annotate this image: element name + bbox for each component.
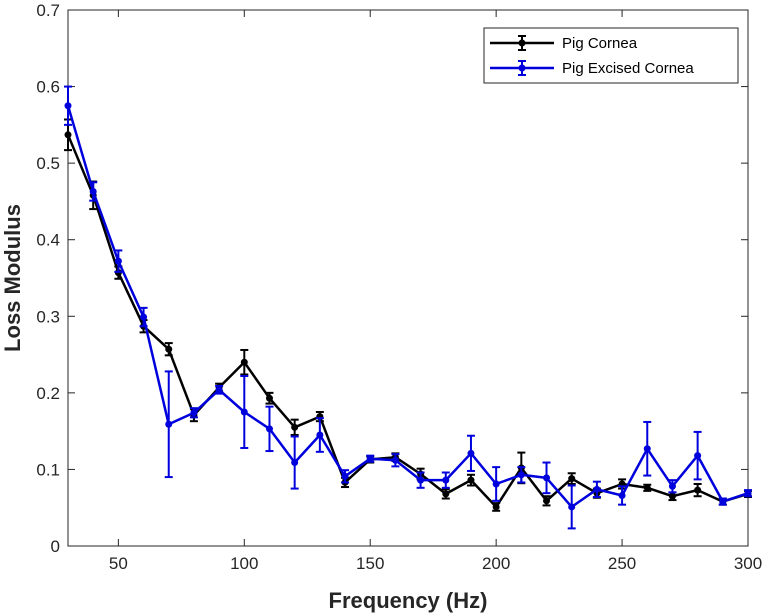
data-point-pig-excised-cornea-40 [89,187,97,195]
data-point-pig-excised-cornea-30 [64,102,72,110]
data-point-pig-excised-cornea-230 [568,503,576,511]
data-point-pig-excised-cornea-150 [366,455,374,463]
data-point-pig-excised-cornea-280 [694,452,702,460]
data-point-pig-cornea-270 [668,492,676,500]
data-point-pig-excised-cornea-50 [114,257,122,265]
data-point-pig-excised-cornea-160 [391,456,399,464]
plot-area [67,9,749,547]
data-point-pig-excised-cornea-250 [618,491,626,499]
y-tick-label-0.3: 0.3 [36,307,60,326]
y-tick-label-0.7: 0.7 [36,1,60,20]
legend-marker-pig-excised-cornea [518,64,526,72]
series-pig-excised-cornea [64,85,752,530]
x-tick-label-150: 150 [356,554,384,573]
y-axis-label: Loss Modulus [0,204,25,352]
legend-box [483,27,739,84]
legend-entry-pig-cornea: Pig Cornea [490,35,638,52]
series-line-pig-excised-cornea [66,105,749,509]
y-tick-label-0.2: 0.2 [36,384,60,403]
data-point-pig-excised-cornea-210 [517,471,525,479]
data-point-pig-cornea-70 [165,345,173,353]
data-point-pig-excised-cornea-110 [265,425,273,433]
legend-label-pig-excised-cornea: Pig Excised Cornea [562,60,694,77]
series-layer [64,85,752,530]
data-point-pig-excised-cornea-200 [492,480,500,488]
data-point-pig-excised-cornea-220 [543,474,551,482]
data-point-pig-cornea-180 [442,490,450,498]
data-point-pig-cornea-200 [492,503,500,511]
data-point-pig-excised-cornea-260 [643,445,651,453]
legend-marker-pig-cornea [518,39,526,47]
legend-entry-pig-excised-cornea: Pig Excised Cornea [490,60,694,77]
y-tick-label-0.5: 0.5 [36,154,60,173]
data-point-pig-excised-cornea-140 [341,472,349,480]
data-point-pig-cornea-120 [291,423,299,431]
data-point-pig-excised-cornea-100 [240,408,248,416]
x-tick-label-250: 250 [608,554,636,573]
data-point-pig-cornea-30 [64,131,72,139]
data-point-pig-excised-cornea-190 [467,449,475,457]
data-point-pig-excised-cornea-60 [140,313,148,321]
data-point-pig-excised-cornea-80 [190,409,198,417]
series-line-pig-cornea [66,134,749,509]
data-point-pig-excised-cornea-130 [316,431,324,439]
data-point-pig-excised-cornea-290 [719,498,727,506]
legend: Pig Cornea Pig Excised Cornea [483,27,739,84]
data-point-pig-excised-cornea-70 [165,420,173,428]
legend-label-pig-cornea: Pig Cornea [562,35,638,52]
x-axis-label: Frequency (Hz) [329,588,488,613]
y-tick-label-0.6: 0.6 [36,78,60,97]
axis-ticks: 50 100 150 200 250 300 0 0.1 0.2 0.3 0.4 0.5 0.6 0.7 [36,1,762,573]
data-point-pig-excised-cornea-180 [442,476,450,484]
data-point-pig-cornea-260 [643,484,651,492]
data-point-pig-cornea-190 [467,476,475,484]
x-tick-label-200: 200 [482,554,510,573]
data-point-pig-excised-cornea-300 [744,489,752,497]
data-point-pig-excised-cornea-90 [215,386,223,394]
data-point-pig-cornea-110 [265,394,273,402]
data-point-pig-cornea-220 [543,497,551,505]
y-tick-label-0.4: 0.4 [36,231,60,250]
x-tick-label-100: 100 [230,554,258,573]
data-point-pig-cornea-230 [568,475,576,483]
data-point-pig-excised-cornea-120 [291,459,299,467]
y-tick-label-0.1: 0.1 [36,460,60,479]
data-point-pig-excised-cornea-270 [668,482,676,490]
data-point-pig-excised-cornea-240 [593,485,601,493]
data-point-pig-excised-cornea-170 [417,476,425,484]
y-tick-label-0: 0 [51,537,60,556]
data-point-pig-cornea-100 [240,358,248,366]
x-tick-label-50: 50 [109,554,128,573]
data-point-pig-cornea-280 [694,486,702,494]
x-tick-label-300: 300 [734,554,762,573]
